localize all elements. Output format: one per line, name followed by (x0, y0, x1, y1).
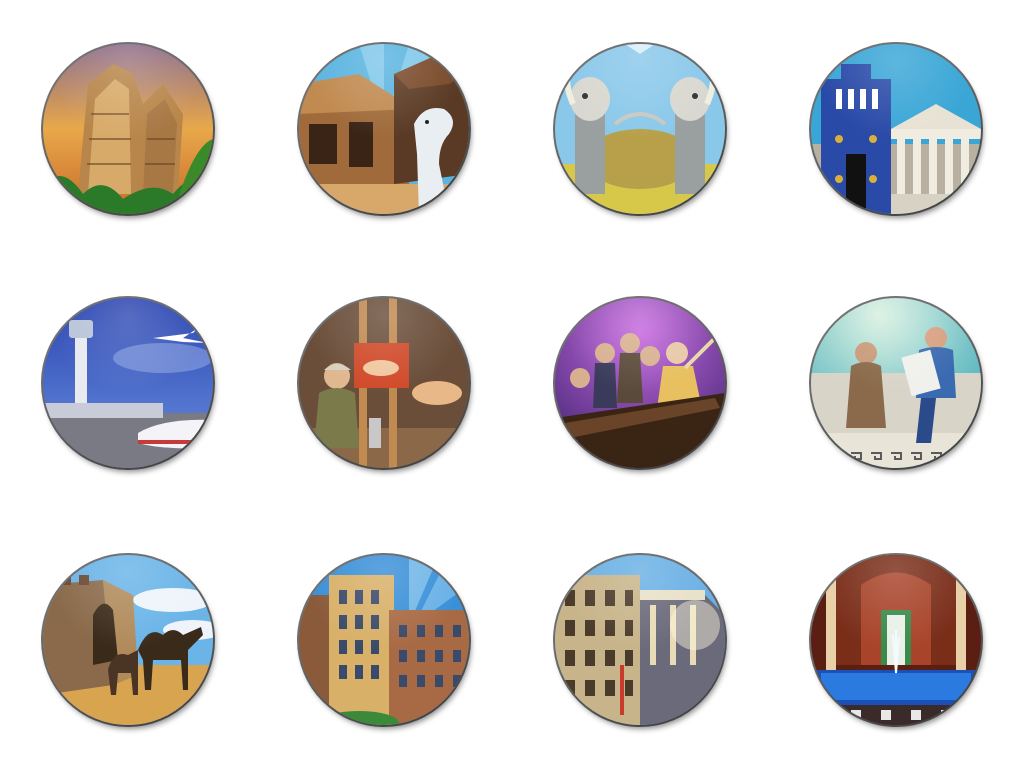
stone-ruins-icon[interactable] (43, 44, 213, 214)
orchestra-icon[interactable] (555, 298, 725, 468)
stable-icon[interactable] (299, 44, 469, 214)
palace-bath-icon[interactable] (811, 555, 981, 725)
philosophers-icon[interactable] (811, 298, 981, 468)
painter-studio-icon[interactable] (299, 298, 469, 468)
grand-hotel-icon[interactable] (299, 555, 469, 725)
caravan-icon[interactable] (43, 555, 213, 725)
tusk-gate-icon[interactable] (555, 44, 725, 214)
ishtar-palace-icon[interactable] (811, 44, 981, 214)
airport-icon[interactable] (43, 298, 213, 468)
stock-exchange-icon[interactable] (555, 555, 725, 725)
